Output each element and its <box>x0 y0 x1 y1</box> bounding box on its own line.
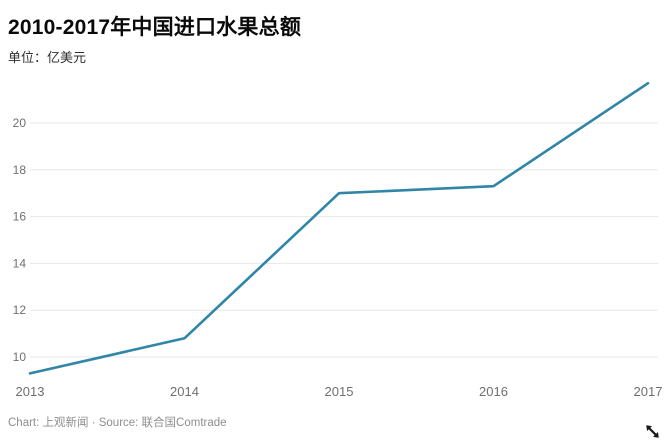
x-axis-tick-label: 2017 <box>634 384 663 399</box>
y-axis-tick-label: 10 <box>13 350 27 364</box>
y-axis-tick-label: 14 <box>13 256 27 270</box>
chart-unit-label: 单位：亿美元 <box>8 50 87 65</box>
x-axis-tick-label: 2015 <box>325 384 354 399</box>
data-line-fruit-imports <box>28 81 650 375</box>
x-axis-tick-label: 2014 <box>170 384 199 399</box>
resize-cursor-icon <box>646 425 659 438</box>
y-axis-tick-label: 16 <box>13 210 27 224</box>
y-axis-tick-label: 18 <box>13 163 27 177</box>
y-axis-tick-label: 12 <box>13 303 27 317</box>
x-axis-tick-label: 2013 <box>16 384 45 399</box>
y-axis-tick-label: 20 <box>13 116 27 130</box>
x-axis-tick-label: 2016 <box>479 384 508 399</box>
chart-source-credit: Chart: 上观新闻 · Source: 联合国Comtrade <box>8 417 227 429</box>
chart-title: 2010-2017年中国进口水果总额 <box>8 16 302 39</box>
